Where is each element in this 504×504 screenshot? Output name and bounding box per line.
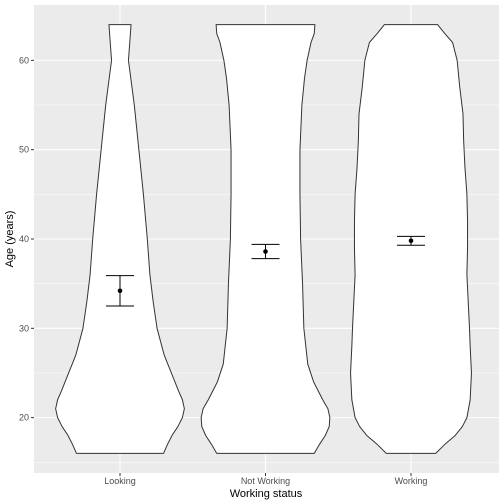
y-tick-label: 20: [19, 413, 29, 423]
y-tick-label: 30: [19, 323, 29, 333]
error-bar-working: [397, 235, 425, 246]
y-tick-label: 40: [19, 234, 29, 244]
mean-error-bars: [106, 235, 425, 307]
x-tick-label: Not Working: [241, 476, 290, 486]
mean-point-looking: [117, 288, 123, 294]
error-bar-looking: [106, 275, 134, 307]
violins: [55, 24, 472, 454]
violin-looking: [55, 24, 185, 454]
y-tick-label: 60: [19, 55, 29, 65]
x-axis-title: Working status: [230, 488, 303, 500]
y-tick-label: 50: [19, 145, 29, 155]
mean-point-working: [408, 238, 414, 244]
error-bar-not-working: [251, 243, 280, 260]
x-tick-label: Looking: [104, 476, 136, 486]
y-axis-title: Age (years): [4, 211, 16, 268]
axes: 20 30 40 50 60 Looking Not Working Working: [19, 55, 427, 486]
x-tick-label: Working: [395, 476, 428, 486]
violin-not-working: [200, 24, 331, 454]
mean-point-not-working: [263, 249, 268, 254]
